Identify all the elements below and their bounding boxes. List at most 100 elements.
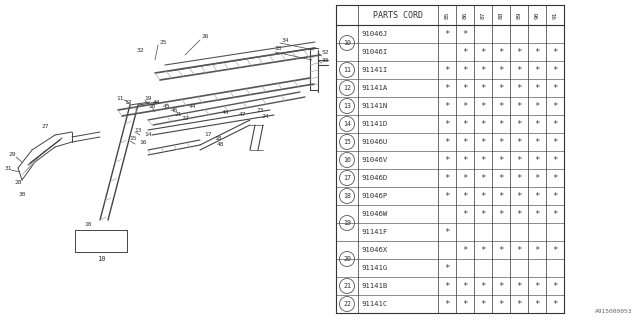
Text: *: * — [534, 84, 540, 92]
Text: 91046V: 91046V — [362, 157, 388, 163]
Text: 13: 13 — [134, 127, 141, 132]
Text: 86: 86 — [463, 11, 467, 19]
Text: *: * — [462, 191, 468, 201]
Text: *: * — [516, 210, 522, 219]
Text: *: * — [462, 101, 468, 110]
Text: 46: 46 — [170, 108, 178, 114]
Text: *: * — [444, 29, 450, 38]
Text: *: * — [480, 84, 486, 92]
Text: *: * — [499, 282, 504, 291]
Text: *: * — [480, 210, 486, 219]
Text: 24: 24 — [261, 114, 269, 118]
Text: 48: 48 — [216, 142, 224, 148]
Text: *: * — [444, 263, 450, 273]
Text: *: * — [480, 66, 486, 75]
Text: *: * — [462, 245, 468, 254]
Text: *: * — [480, 282, 486, 291]
Text: 21: 21 — [343, 283, 351, 289]
Text: 28: 28 — [14, 180, 22, 185]
Text: *: * — [552, 245, 557, 254]
Text: *: * — [534, 173, 540, 182]
Text: *: * — [516, 173, 522, 182]
Text: 23: 23 — [256, 108, 264, 113]
Text: 14: 14 — [343, 121, 351, 127]
Text: 32: 32 — [136, 47, 144, 52]
Text: 14: 14 — [144, 132, 152, 137]
Text: 91046W: 91046W — [362, 211, 388, 217]
Text: *: * — [462, 210, 468, 219]
Text: 18: 18 — [343, 193, 351, 199]
Text: *: * — [516, 84, 522, 92]
Text: *: * — [444, 300, 450, 308]
Text: *: * — [480, 119, 486, 129]
Text: *: * — [516, 66, 522, 75]
Text: *: * — [480, 101, 486, 110]
Text: 22: 22 — [343, 301, 351, 307]
Text: *: * — [480, 138, 486, 147]
Text: 91046J: 91046J — [362, 31, 388, 37]
Text: *: * — [516, 156, 522, 164]
Text: 91: 91 — [552, 11, 557, 19]
Text: *: * — [444, 119, 450, 129]
Text: 10: 10 — [343, 40, 351, 46]
Text: *: * — [499, 66, 504, 75]
Text: *: * — [516, 191, 522, 201]
Text: *: * — [516, 138, 522, 147]
Text: 91046I: 91046I — [362, 49, 388, 55]
Text: *: * — [480, 191, 486, 201]
Text: 91141I: 91141I — [362, 67, 388, 73]
Text: *: * — [480, 47, 486, 57]
Text: 47: 47 — [238, 113, 246, 117]
Text: *: * — [516, 119, 522, 129]
Text: 11: 11 — [116, 95, 124, 100]
Text: 33: 33 — [321, 58, 329, 62]
Text: 85: 85 — [445, 11, 449, 19]
Text: *: * — [534, 47, 540, 57]
Text: A915000053: A915000053 — [595, 309, 632, 314]
Text: *: * — [534, 191, 540, 201]
Text: *: * — [534, 300, 540, 308]
Text: *: * — [552, 282, 557, 291]
Text: *: * — [499, 210, 504, 219]
Text: 90: 90 — [534, 11, 540, 19]
Text: 18: 18 — [214, 137, 221, 141]
Text: 11: 11 — [343, 67, 351, 73]
Text: 29: 29 — [8, 153, 16, 157]
Text: *: * — [534, 156, 540, 164]
Text: *: * — [462, 138, 468, 147]
Text: 12: 12 — [343, 85, 351, 91]
Text: *: * — [534, 245, 540, 254]
Text: *: * — [499, 156, 504, 164]
Text: *: * — [444, 282, 450, 291]
Text: 27: 27 — [41, 124, 49, 129]
Text: 33: 33 — [275, 46, 282, 52]
Text: 91141D: 91141D — [362, 121, 388, 127]
Text: *: * — [534, 210, 540, 219]
Text: 91141G: 91141G — [362, 265, 388, 271]
Text: *: * — [552, 191, 557, 201]
Text: *: * — [444, 173, 450, 182]
Text: *: * — [480, 156, 486, 164]
Text: *: * — [444, 228, 450, 236]
Text: *: * — [552, 138, 557, 147]
Text: *: * — [534, 138, 540, 147]
Text: 91141B: 91141B — [362, 283, 388, 289]
Text: *: * — [462, 156, 468, 164]
Text: *: * — [462, 119, 468, 129]
Text: *: * — [534, 66, 540, 75]
Text: *: * — [516, 47, 522, 57]
Text: *: * — [552, 47, 557, 57]
Text: 13: 13 — [343, 103, 351, 109]
Text: *: * — [516, 101, 522, 110]
Text: *: * — [499, 173, 504, 182]
Text: *: * — [534, 119, 540, 129]
Text: 31: 31 — [4, 165, 12, 171]
Text: *: * — [552, 66, 557, 75]
Text: *: * — [552, 84, 557, 92]
Text: *: * — [499, 119, 504, 129]
Text: *: * — [462, 173, 468, 182]
Text: 26: 26 — [201, 35, 209, 39]
Text: *: * — [499, 47, 504, 57]
Text: 21: 21 — [174, 113, 182, 117]
Text: 12: 12 — [124, 100, 132, 105]
